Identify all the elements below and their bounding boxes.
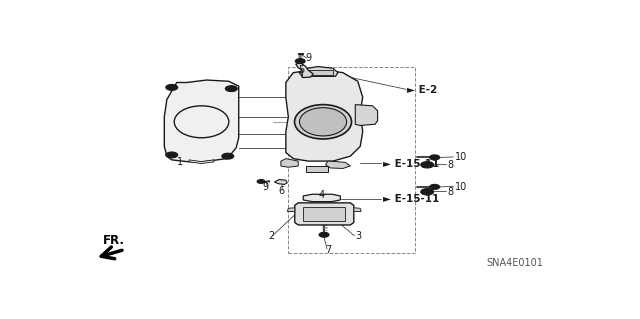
Bar [306, 70, 333, 75]
Ellipse shape [174, 106, 229, 138]
Text: SNA4E0101: SNA4E0101 [486, 258, 543, 268]
Circle shape [420, 189, 434, 195]
Text: 6: 6 [278, 186, 285, 196]
Polygon shape [355, 105, 378, 125]
Polygon shape [189, 160, 214, 164]
Text: 7: 7 [326, 245, 332, 255]
Circle shape [225, 86, 237, 92]
Polygon shape [354, 208, 361, 211]
Text: ► E-15-11: ► E-15-11 [383, 159, 439, 168]
Text: 9: 9 [262, 182, 269, 192]
Polygon shape [281, 159, 298, 167]
Text: 1: 1 [177, 157, 183, 167]
Ellipse shape [294, 105, 351, 139]
Polygon shape [287, 208, 295, 211]
Text: 8: 8 [447, 187, 453, 197]
Bar [298, 53, 303, 54]
Circle shape [166, 85, 178, 90]
Text: 10: 10 [454, 182, 467, 192]
Circle shape [166, 152, 178, 158]
Circle shape [424, 190, 430, 193]
Text: ► E-2: ► E-2 [408, 85, 438, 95]
Polygon shape [300, 67, 338, 76]
Polygon shape [303, 194, 340, 202]
Text: ► E-15-11: ► E-15-11 [383, 194, 439, 204]
Text: 8: 8 [447, 160, 453, 170]
Text: 2: 2 [269, 231, 275, 241]
Polygon shape [326, 161, 350, 168]
Bar [303, 206, 346, 221]
Text: 5: 5 [298, 65, 305, 75]
Circle shape [295, 59, 305, 63]
Text: 10: 10 [454, 152, 467, 162]
Text: 9: 9 [306, 53, 312, 63]
Text: FR.: FR. [103, 234, 125, 247]
Polygon shape [164, 80, 239, 162]
Polygon shape [275, 180, 287, 184]
Bar [288, 67, 415, 253]
Circle shape [429, 184, 440, 189]
Polygon shape [296, 63, 313, 78]
Text: 4: 4 [318, 190, 324, 200]
Text: 3: 3 [355, 231, 362, 241]
Circle shape [257, 180, 265, 183]
Circle shape [222, 153, 234, 159]
Polygon shape [295, 203, 354, 225]
Circle shape [319, 232, 329, 237]
Circle shape [424, 163, 430, 166]
Bar [306, 166, 328, 172]
Circle shape [429, 155, 440, 160]
Circle shape [420, 162, 434, 168]
Polygon shape [286, 69, 363, 161]
Ellipse shape [300, 108, 347, 136]
